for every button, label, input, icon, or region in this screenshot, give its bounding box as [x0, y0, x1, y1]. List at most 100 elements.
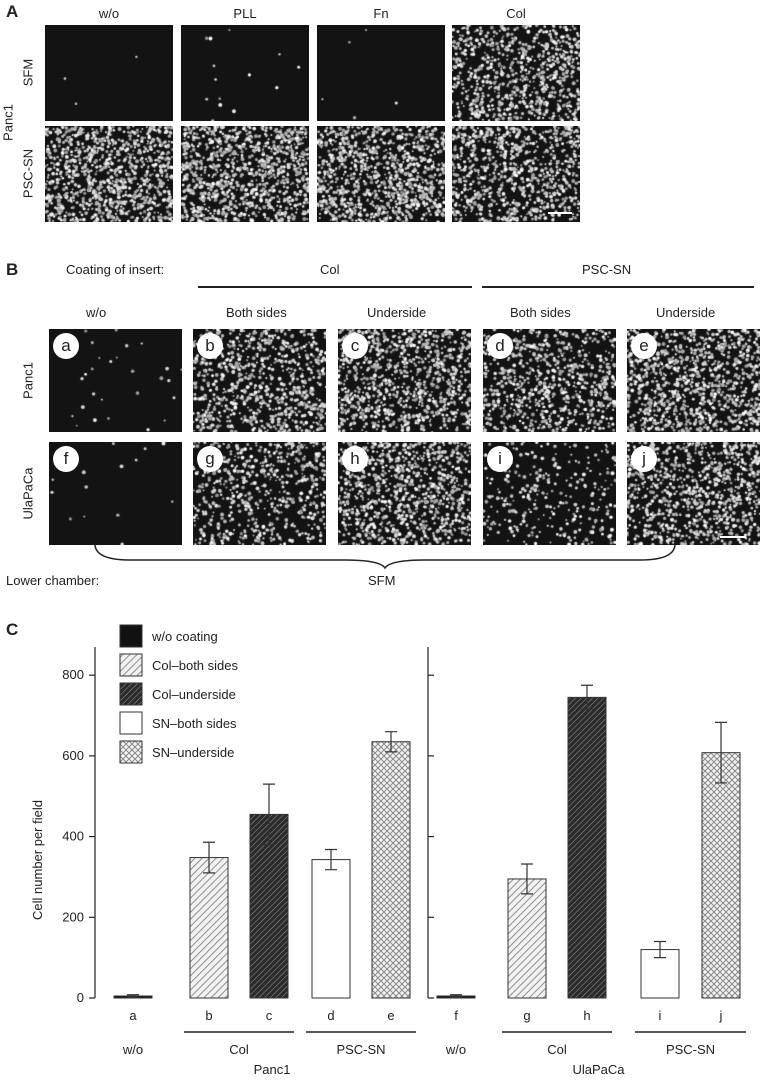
panel-b-col-2: Underside: [367, 305, 427, 320]
panel-a-col-3: Col: [506, 6, 526, 21]
panel-a-letter: A: [6, 2, 19, 21]
error-bar-e: [385, 731, 397, 753]
micrograph-a-0-1-image: [181, 25, 309, 121]
subgroup-label-1-0: w/o: [445, 1042, 466, 1057]
micrograph-a-0-3-image: [452, 25, 580, 121]
category-label-i: i: [659, 1008, 662, 1023]
panel-b-col-3: Both sides: [510, 305, 571, 320]
panel-b-col-1: Both sides: [226, 305, 287, 320]
micrograph-b-d: d: [483, 329, 616, 432]
y-tick-label-2: 400: [62, 829, 84, 844]
error-bar-d: [325, 848, 337, 871]
micrograph-a-0-0-image: [45, 25, 173, 121]
scale-bar-b: [720, 536, 746, 538]
micrograph-b-j: j: [627, 442, 760, 545]
legend-label-3: SN–both sides: [152, 716, 237, 731]
y-tick-label-0: 0: [77, 990, 84, 1005]
micrograph-b-b: b: [193, 329, 326, 432]
panel-b-col-0: w/o: [86, 305, 107, 320]
tile-letter-b: b: [197, 333, 223, 359]
error-bar-f: [450, 994, 462, 998]
panel-b-row-1: UlaPaCa: [20, 466, 36, 520]
category-label-h: h: [583, 1008, 590, 1023]
legend-label-4: SN–underside: [152, 745, 234, 760]
group-pscsn-line: [482, 286, 754, 288]
tile-letter-j: j: [631, 446, 657, 472]
legend-swatch-2: [119, 682, 143, 706]
y-tick-label-3: 600: [62, 748, 84, 763]
category-label-d: d: [327, 1008, 334, 1023]
group-pscsn-label: PSC-SN: [582, 262, 632, 277]
tile-letter-g: g: [197, 446, 223, 472]
tile-letter-c: c: [342, 333, 368, 359]
bar-chart: Cell number per field 0 200 400 600 800 a b c d e…: [30, 624, 746, 1077]
panel-a-col-1: PLL: [233, 6, 257, 21]
legend-swatch-1: [119, 653, 143, 677]
bar-g: [507, 878, 547, 999]
category-label-c: c: [266, 1008, 273, 1023]
y-tick-label-1: 200: [62, 909, 84, 924]
scale-bar-a: [548, 212, 572, 214]
micrograph-b-f: f: [49, 442, 182, 545]
group-name-0: Panc1: [254, 1062, 291, 1077]
tile-letter-a: a: [53, 333, 79, 359]
micrograph-b-c: c: [338, 329, 471, 432]
error-bar-h: [581, 684, 593, 711]
panel-a-cell-line: Panc1: [0, 104, 16, 141]
subgroup-label-1-2: PSC-SN: [666, 1042, 715, 1057]
panel-a-col-2: Fn: [373, 6, 389, 21]
bar-d: [311, 859, 351, 999]
micrograph-a-1-3-image: [452, 126, 580, 222]
category-label-j: j: [719, 1008, 723, 1023]
error-bar-a: [127, 994, 139, 998]
error-bar-g: [521, 863, 533, 895]
y-axis-label: Cell number per field: [30, 800, 45, 920]
bar-e: [371, 741, 411, 999]
subgroup-label-0-1: Col: [229, 1042, 249, 1057]
error-bar-i: [654, 940, 666, 959]
error-bar-j: [715, 721, 727, 784]
coating-label: Coating of insert:: [66, 262, 165, 277]
group-name-1: UlaPaCa: [572, 1062, 625, 1077]
micrograph-a-1-2-image: [317, 126, 445, 222]
micrograph-a-1-0: [45, 126, 173, 222]
micrograph-a-0-0: [45, 25, 173, 121]
bar-j: [701, 752, 741, 999]
micrograph-a-1-2: [317, 126, 445, 222]
lower-chamber-label: Lower chamber:: [6, 573, 100, 588]
tile-letter-d: d: [487, 333, 513, 359]
group-col-line: [198, 286, 472, 288]
error-bar-b: [203, 841, 215, 874]
legend-label-0: w/o coating: [151, 629, 218, 644]
micrograph-a-1-0-image: [45, 126, 173, 222]
panel-b-letter: B: [6, 260, 19, 279]
tile-letter-h: h: [342, 446, 368, 472]
tile-letter-i: i: [487, 446, 513, 472]
panel-a-col-0: w/o: [98, 6, 120, 21]
tile-letter-e: e: [631, 333, 657, 359]
panel-c-letter: C: [6, 620, 19, 639]
legend-label-1: Col–both sides: [152, 658, 238, 673]
bar-h: [567, 696, 607, 999]
legend-swatch-0: [119, 624, 143, 648]
tile-letter-f: f: [53, 446, 79, 472]
micrograph-b-i: i: [483, 442, 616, 545]
panel-a-row-0: SFM: [20, 58, 36, 87]
lower-chamber-brace: [94, 543, 676, 570]
legend-swatch-3: [119, 711, 143, 735]
bar-b: [189, 857, 229, 999]
micrograph-a-1-1-image: [181, 126, 309, 222]
y-tick-label-4: 800: [62, 667, 84, 682]
category-label-b: b: [205, 1008, 212, 1023]
panel-b-row-0: Panc1: [20, 361, 36, 399]
category-label-f: f: [454, 1008, 458, 1023]
category-label-a: a: [129, 1008, 137, 1023]
micrograph-a-0-2-image: [317, 25, 445, 121]
micrograph-a-0-1: [181, 25, 309, 121]
subgroup-label-0-0: w/o: [122, 1042, 143, 1057]
category-label-g: g: [523, 1008, 530, 1023]
panel-b-col-4: Underside: [656, 305, 716, 320]
micrograph-a-0-2: [317, 25, 445, 121]
error-bar-c: [263, 783, 275, 846]
micrograph-b-h: h: [338, 442, 471, 545]
